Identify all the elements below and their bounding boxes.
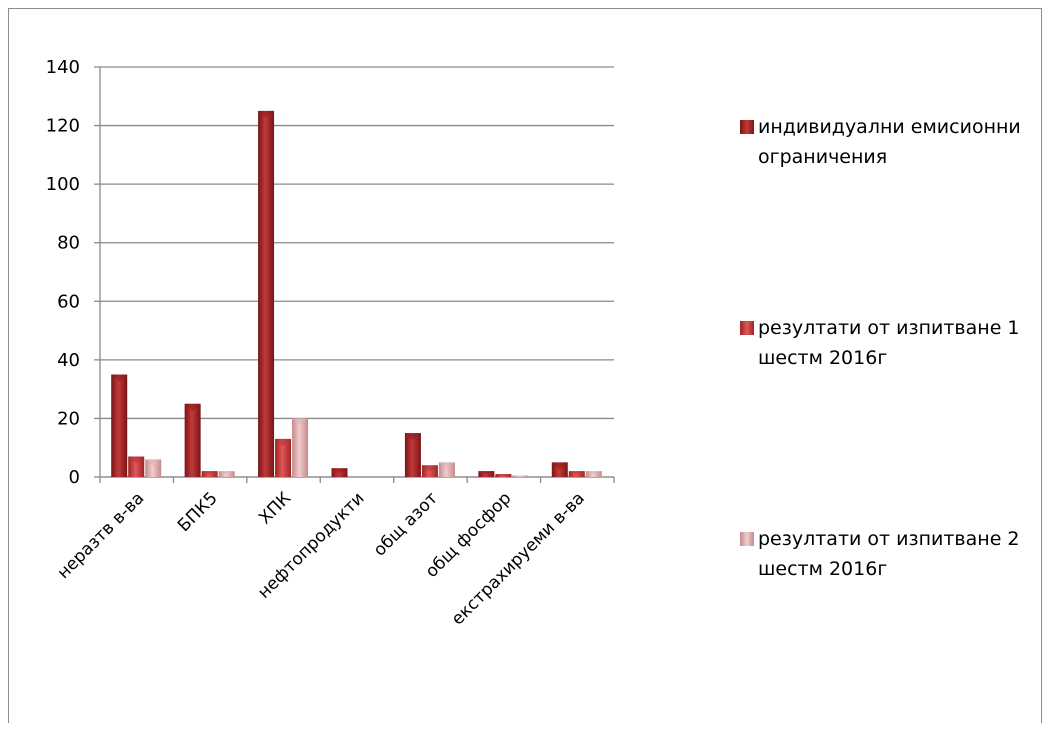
- bar-cap-s2-1: [201, 471, 218, 475]
- legend-swatch-series-2: [740, 321, 754, 335]
- bar-cap-s3-4: [438, 462, 455, 470]
- bar-s1-0: [111, 374, 128, 477]
- y-tick-label-100: 100: [46, 174, 80, 195]
- y-tick-label-0: 0: [69, 467, 80, 488]
- bar-s1-4: [404, 433, 421, 477]
- legend-item-series-2: резултати от изпитване 1 шестм 2016г: [740, 313, 1030, 373]
- bar-s3-0: [145, 459, 162, 477]
- bar-s2-0: [128, 456, 145, 477]
- bar-cap-s1-6: [551, 462, 568, 470]
- bar-cap-s2-2: [275, 438, 292, 446]
- bar-s3-4: [438, 462, 455, 477]
- y-tick-label-80: 80: [57, 233, 80, 254]
- legend-label-series-1: индивидуални емисионни ограничения: [758, 116, 1021, 168]
- x-category-label-1: БПК5: [174, 488, 222, 536]
- bar-cap-s1-1: [184, 403, 201, 411]
- bar-cap-s1-3: [331, 468, 348, 473]
- x-category-label-0: неразтв в-ва: [54, 488, 149, 583]
- y-tick-label-140: 140: [46, 57, 80, 78]
- bar-s3-2: [292, 418, 309, 477]
- bar-cap-s2-0: [128, 456, 145, 464]
- y-tick-label-20: 20: [57, 408, 80, 429]
- bar-cap-s1-0: [111, 374, 128, 382]
- gridlines: [100, 66, 614, 478]
- bar-s1-1: [184, 403, 201, 477]
- bar-cap-s3-5: [512, 475, 529, 478]
- bar-s1-6: [551, 462, 568, 477]
- y-tick-label-120: 120: [46, 116, 80, 137]
- legend-item-series-1: индивидуални емисионни ограничения: [740, 112, 1030, 172]
- legend-label-series-3: резултати от изпитване 2 шестм 2016г: [758, 528, 1020, 580]
- legend-item-series-3: резултати от изпитване 2 шестм 2016г: [740, 524, 1030, 584]
- x-category-label-2: ХПК: [255, 488, 295, 528]
- y-tick-label-40: 40: [57, 350, 80, 371]
- y-tick-label-60: 60: [57, 291, 80, 312]
- bar-cap-s3-6: [585, 471, 602, 475]
- bar-s1-2: [258, 110, 275, 477]
- legend-swatch-series-3: [740, 532, 754, 546]
- axes: [94, 66, 615, 483]
- x-category-label-6: екстрахируеми в-ва: [448, 488, 589, 629]
- bar-cap-s3-1: [218, 471, 235, 475]
- bar-cap-s1-4: [404, 433, 421, 441]
- bar-cap-s1-2: [258, 110, 275, 118]
- bar-cap-s2-4: [421, 465, 438, 472]
- chart-frame: [8, 8, 1042, 723]
- x-category-label-4: общ азот: [370, 488, 442, 560]
- bar-cap-s3-2: [292, 418, 309, 426]
- bar-cap-s1-5: [478, 471, 495, 475]
- bar-cap-s3-0: [145, 459, 162, 467]
- bar-cap-s2-5: [495, 474, 512, 477]
- bars: [111, 110, 602, 478]
- legend-label-series-2: резултати от изпитване 1 шестм 2016г: [758, 317, 1020, 369]
- bar-s2-2: [275, 438, 292, 477]
- legend-swatch-series-1: [740, 120, 754, 134]
- bar-cap-s2-6: [568, 471, 585, 475]
